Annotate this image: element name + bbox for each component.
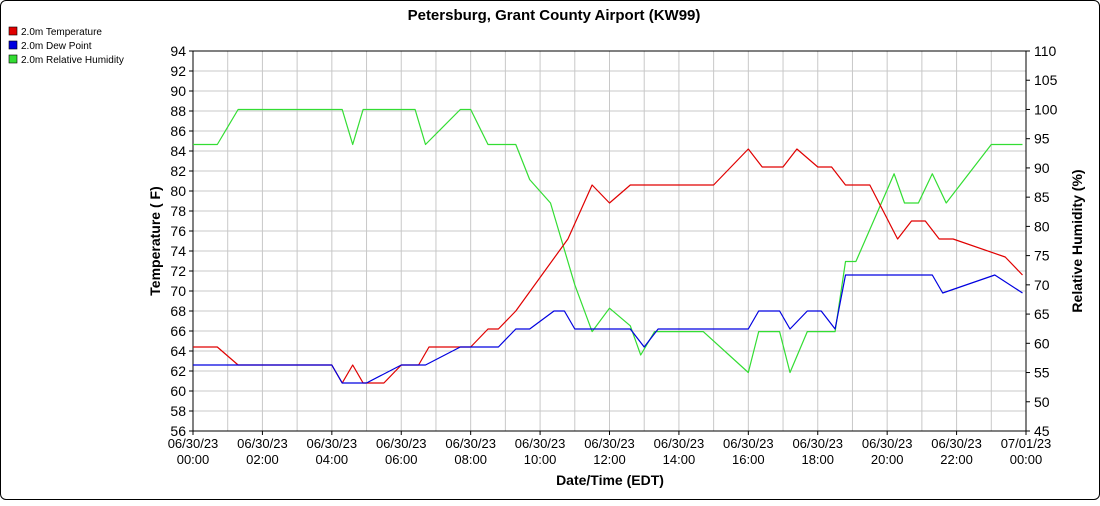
x-tick-time: 02:00 — [246, 452, 279, 467]
legend-swatch — [8, 54, 18, 64]
x-tick-time: 04:00 — [316, 452, 349, 467]
x-tick-time: 22:00 — [940, 452, 973, 467]
x-tick-date: 07/01/23 — [1001, 436, 1052, 451]
x-tick-date: 06/30/23 — [723, 436, 774, 451]
left-tick-label: 84 — [170, 143, 186, 159]
left-tick-label: 88 — [170, 103, 186, 119]
left-tick-label: 64 — [170, 343, 186, 359]
x-axis-label: Date/Time (EDT) — [556, 472, 664, 488]
x-tick-date: 06/30/23 — [654, 436, 705, 451]
x-tick-date: 06/30/23 — [376, 436, 427, 451]
legend-label: 2.0m Dew Point — [21, 41, 92, 52]
series-line-2-0m-temperature — [193, 148, 1023, 384]
x-tick-date: 06/30/23 — [931, 436, 982, 451]
left-tick-label: 68 — [170, 303, 186, 319]
series-layer — [193, 108, 1023, 384]
right-tick-label: 95 — [1034, 131, 1050, 147]
right-tick-label: 70 — [1034, 277, 1050, 293]
right-tick-label: 60 — [1034, 335, 1050, 351]
grid-lines — [192, 50, 1027, 432]
x-tick-time: 10:00 — [524, 452, 557, 467]
x-tick-time: 20:00 — [871, 452, 904, 467]
x-tick-time: 00:00 — [177, 452, 210, 467]
right-axis-label: Relative Humidity (%) — [1069, 169, 1085, 312]
x-tick-date: 06/30/23 — [237, 436, 288, 451]
left-tick-label: 80 — [170, 183, 186, 199]
chart-title: Petersburg, Grant County Airport (KW99) — [408, 7, 701, 24]
x-tick-time: 00:00 — [1010, 452, 1043, 467]
legend-swatch — [8, 40, 18, 50]
left-tick-label: 94 — [170, 43, 186, 59]
left-tick-label: 86 — [170, 123, 186, 139]
legend: 2.0m Temperature 2.0m Dew Point 2.0m Relat… — [8, 26, 124, 66]
left-tick-label: 78 — [170, 203, 186, 219]
right-tick-label: 90 — [1034, 160, 1050, 176]
x-tick-date: 06/30/23 — [445, 436, 496, 451]
right-tick-label: 45 — [1034, 423, 1050, 439]
left-tick-label: 60 — [170, 383, 186, 399]
right-tick-label: 75 — [1034, 248, 1050, 264]
left-tick-label: 82 — [170, 163, 186, 179]
x-tick-date: 06/30/23 — [515, 436, 566, 451]
right-tick-label: 110 — [1034, 43, 1057, 59]
legend-swatch — [8, 26, 18, 36]
x-axis-ticks: 06/30/2300:0006/30/2302:0006/30/2304:000… — [168, 431, 1052, 467]
left-tick-label: 76 — [170, 223, 186, 239]
right-axis-ticks: 45 50 55 60 65 70 75 80 85 90 95 100 105 110 — [1026, 43, 1058, 439]
left-tick-label: 92 — [170, 63, 186, 79]
series-line-2-0m-dew-point — [193, 274, 1023, 384]
left-tick-label: 72 — [170, 263, 186, 279]
series-line-2-0m-relative-humidity — [193, 108, 1023, 374]
x-tick-time: 16:00 — [732, 452, 765, 467]
x-tick-time: 14:00 — [663, 452, 696, 467]
right-tick-label: 100 — [1034, 101, 1058, 117]
right-tick-label: 55 — [1034, 365, 1050, 381]
right-tick-label: 105 — [1034, 72, 1058, 88]
left-axis-label: Temperature ( F) — [147, 186, 163, 295]
left-tick-label: 58 — [170, 403, 186, 419]
left-tick-label: 90 — [170, 83, 186, 99]
right-tick-label: 85 — [1034, 189, 1050, 205]
left-tick-label: 56 — [170, 423, 186, 439]
right-tick-label: 50 — [1034, 394, 1050, 410]
x-tick-time: 18:00 — [801, 452, 834, 467]
left-tick-label: 66 — [170, 323, 186, 339]
x-tick-date: 06/30/23 — [862, 436, 913, 451]
left-tick-label: 70 — [170, 283, 186, 299]
x-tick-time: 06:00 — [385, 452, 418, 467]
left-axis-ticks: 56 58 60 62 64 66 68 70 72 74 76 78 80 82 84 86 88 90 92 94 — [170, 43, 193, 439]
legend-label: 2.0m Relative Humidity — [21, 55, 124, 66]
x-tick-date: 06/30/23 — [168, 436, 219, 451]
left-tick-label: 62 — [170, 363, 186, 379]
legend-label: 2.0m Temperature — [21, 27, 102, 38]
right-tick-label: 80 — [1034, 218, 1050, 234]
x-tick-date: 06/30/23 — [307, 436, 358, 451]
left-tick-label: 74 — [170, 243, 186, 259]
right-tick-label: 65 — [1034, 306, 1050, 322]
x-tick-date: 06/30/23 — [792, 436, 843, 451]
x-tick-time: 12:00 — [593, 452, 626, 467]
x-tick-time: 08:00 — [454, 452, 487, 467]
x-tick-date: 06/30/23 — [584, 436, 635, 451]
